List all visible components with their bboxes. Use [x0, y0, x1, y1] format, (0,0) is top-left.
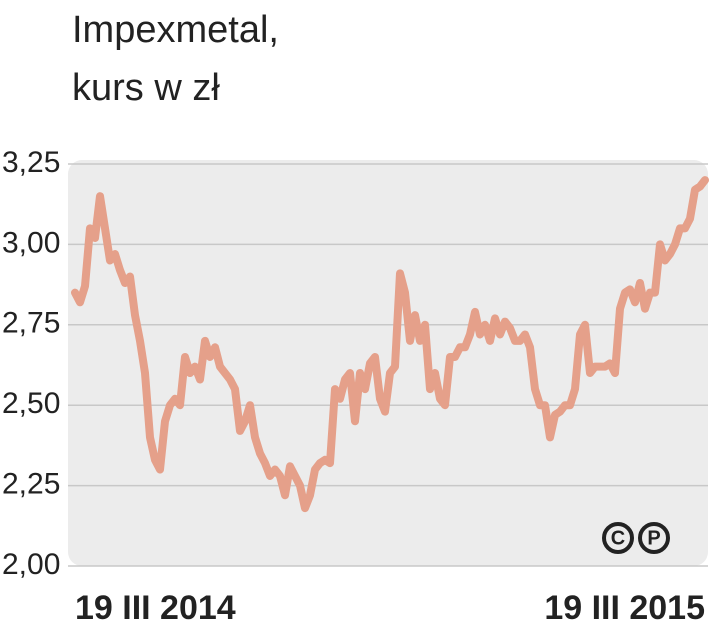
y-tick-label: 3,25	[2, 146, 60, 179]
chart-title: kurs w zł	[72, 67, 220, 109]
y-tick-label: 2,00	[2, 548, 60, 581]
logo-letter: C	[611, 527, 625, 549]
y-tick-label: 2,50	[2, 387, 60, 420]
chart-title: Impexmetal,	[72, 9, 279, 51]
logo-ring	[638, 522, 670, 554]
y-tick-label: 2,25	[2, 468, 60, 501]
logo-ring	[602, 522, 634, 554]
y-tick-label: 2,75	[2, 307, 60, 340]
y-tick-label: 3,00	[2, 226, 60, 259]
logo-letter: P	[647, 527, 660, 549]
logo: C P	[602, 522, 670, 554]
x-tick-label: 19 III 2014	[75, 589, 236, 627]
plot-background	[68, 160, 708, 566]
x-tick-label: 19 III 2015	[544, 589, 705, 627]
price-line	[71, 176, 709, 513]
